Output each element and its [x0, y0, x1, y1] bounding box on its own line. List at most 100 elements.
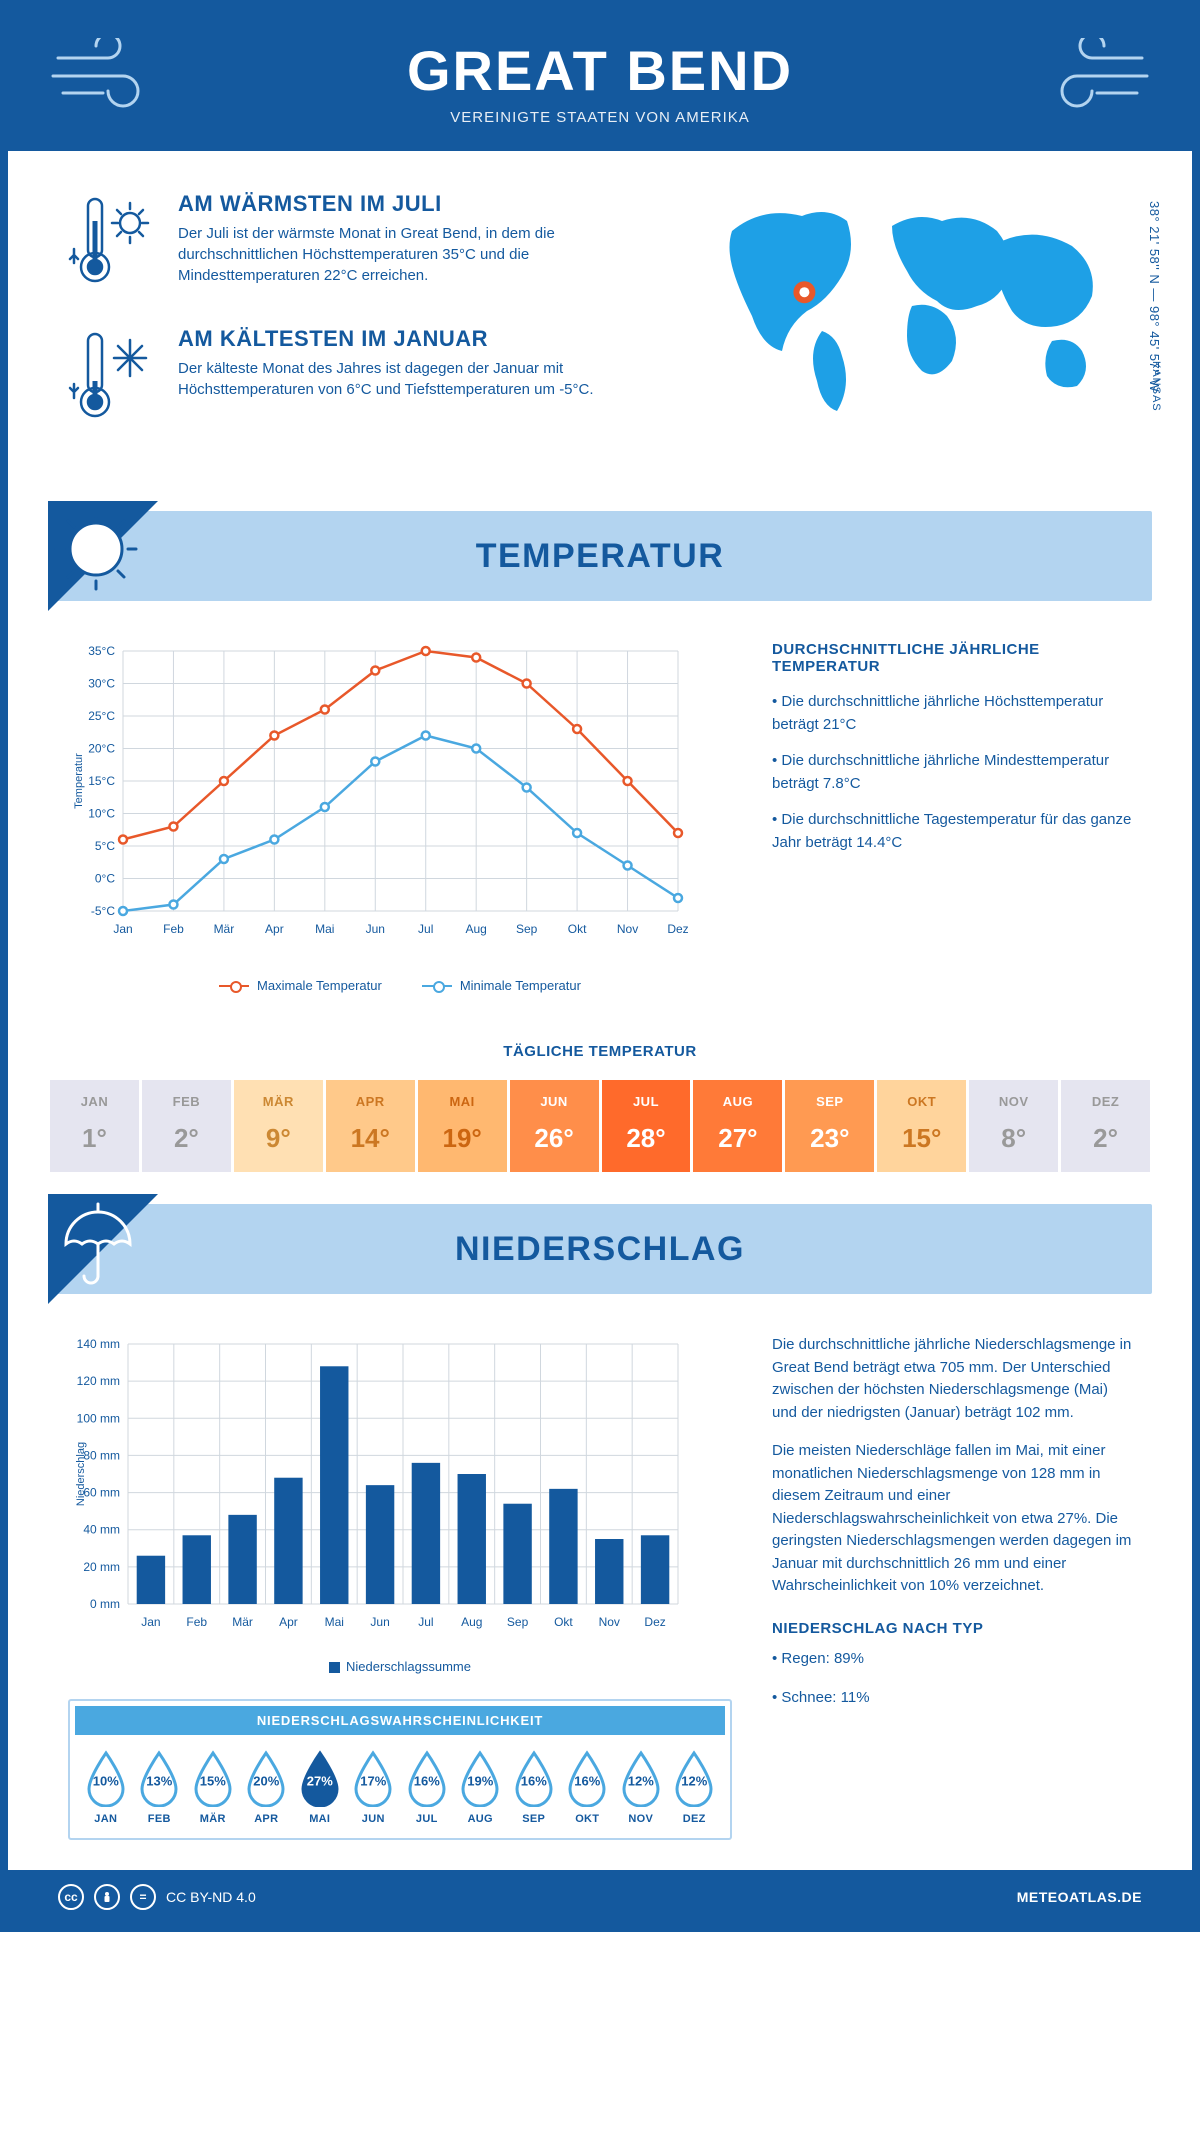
- svg-text:Apr: Apr: [279, 1615, 298, 1629]
- svg-text:Dez: Dez: [644, 1615, 665, 1629]
- svg-text:Aug: Aug: [461, 1615, 482, 1629]
- raindrop-icon: 17%: [350, 1749, 396, 1807]
- daily-temp-cell: JUN26°: [510, 1080, 602, 1172]
- cc-icon: cc: [58, 1884, 84, 1910]
- svg-text:Niederschlag: Niederschlag: [75, 1442, 87, 1506]
- svg-text:Okt: Okt: [568, 922, 587, 936]
- precip-type-title: NIEDERSCHLAG NACH TYP: [772, 1618, 1132, 1641]
- license-text: CC BY-ND 4.0: [166, 1889, 256, 1905]
- svg-text:Okt: Okt: [554, 1615, 573, 1629]
- svg-text:30°C: 30°C: [88, 677, 115, 691]
- svg-text:Jun: Jun: [366, 922, 385, 936]
- precip-type-bullet: • Regen: 89%: [772, 1648, 1132, 1671]
- legend-max: Maximale Temperatur: [257, 978, 382, 993]
- probability-cell: 10% JAN: [79, 1749, 133, 1825]
- temperature-legend: Maximale Temperatur Minimale Temperatur: [68, 978, 732, 993]
- svg-text:120 mm: 120 mm: [77, 1374, 120, 1388]
- precip-legend: Niederschlagssumme: [68, 1659, 732, 1674]
- precipitation-row: 0 mm 20 mm 40 mm 60 mm 80 mm 100 mm 120 mm 140 …: [8, 1324, 1192, 1870]
- warmest-fact: AM WÄRMSTEN IM JULI Der Juli ist der wär…: [68, 191, 672, 296]
- probability-cell: 19% AUG: [454, 1749, 508, 1825]
- raindrop-icon: 15%: [190, 1749, 236, 1807]
- sun-icon: [48, 501, 158, 611]
- temperature-summary: DURCHSCHNITTLICHE JÄHRLICHE TEMPERATUR •…: [772, 641, 1132, 993]
- svg-text:Dez: Dez: [667, 922, 688, 936]
- daily-temp-cell: APR14°: [326, 1080, 418, 1172]
- daily-temp-cell: OKT15°: [877, 1080, 969, 1172]
- country-subtitle: VEREINIGTE STAATEN VON AMERIKA: [28, 109, 1172, 126]
- coldest-fact: AM KÄLTESTEN IM JANUAR Der kälteste Mona…: [68, 326, 672, 431]
- svg-text:Nov: Nov: [617, 922, 638, 936]
- warmest-title: AM WÄRMSTEN IM JULI: [178, 191, 672, 217]
- probability-cell: 17% JUN: [347, 1749, 401, 1825]
- precip-p2: Die meisten Niederschläge fallen im Mai,…: [772, 1440, 1132, 1598]
- probability-cell: 16% SEP: [507, 1749, 561, 1825]
- svg-text:0°C: 0°C: [95, 872, 115, 886]
- daily-temp-cell: DEZ2°: [1061, 1080, 1150, 1172]
- daily-temp-cell: MAI19°: [418, 1080, 510, 1172]
- probability-cell: 13% FEB: [133, 1749, 187, 1825]
- svg-text:Apr: Apr: [265, 922, 284, 936]
- precipitation-banner: NIEDERSCHLAG: [48, 1204, 1152, 1294]
- svg-text:20 mm: 20 mm: [83, 1560, 120, 1574]
- daily-temp-grid: JAN1° FEB2° MÄR9° APR14° MAI19° JUN26° J…: [48, 1078, 1152, 1174]
- probability-cell: 12% DEZ: [668, 1749, 722, 1825]
- svg-text:25°C: 25°C: [88, 709, 115, 723]
- precipitation-summary: Die durchschnittliche jährliche Niedersc…: [772, 1334, 1132, 1840]
- svg-text:Mär: Mär: [214, 922, 235, 936]
- umbrella-icon: [48, 1194, 158, 1304]
- svg-text:Mai: Mai: [315, 922, 334, 936]
- daily-temp-cell: FEB2°: [142, 1080, 234, 1172]
- temp-summary-title: DURCHSCHNITTLICHE JÄHRLICHE TEMPERATUR: [772, 641, 1132, 675]
- daily-temp-cell: AUG27°: [693, 1080, 785, 1172]
- svg-text:Jan: Jan: [113, 922, 132, 936]
- infographic-page: GREAT BEND VEREINIGTE STAATEN VON AMERIK…: [0, 0, 1200, 1932]
- svg-text:140 mm: 140 mm: [77, 1337, 120, 1351]
- probability-cell: 12% NOV: [614, 1749, 668, 1825]
- precipitation-left: 0 mm 20 mm 40 mm 60 mm 80 mm 100 mm 120 mm 140 …: [68, 1334, 732, 1840]
- raindrop-icon: 16%: [511, 1749, 557, 1807]
- header: GREAT BEND VEREINIGTE STAATEN VON AMERIK…: [8, 8, 1192, 151]
- temp-bullet: • Die durchschnittliche jährliche Höchst…: [772, 691, 1132, 736]
- daily-temp-cell: MÄR9°: [234, 1080, 326, 1172]
- probability-title: NIEDERSCHLAGSWAHRSCHEINLICHKEIT: [75, 1706, 725, 1735]
- probability-cell: 16% JUL: [400, 1749, 454, 1825]
- daily-temp-cell: SEP23°: [785, 1080, 877, 1172]
- wind-icon: [1042, 38, 1152, 113]
- svg-text:20°C: 20°C: [88, 742, 115, 756]
- svg-text:Feb: Feb: [163, 922, 184, 936]
- svg-text:40 mm: 40 mm: [83, 1523, 120, 1537]
- coldest-text: Der kälteste Monat des Jahres ist dagege…: [178, 358, 672, 400]
- state-label: KANSAS: [1150, 361, 1162, 412]
- precipitation-chart: 0 mm 20 mm 40 mm 60 mm 80 mm 100 mm 120 mm 140 …: [68, 1334, 688, 1644]
- temperature-chart: -5°C0°C5°C10°C15°C20°C25°C30°C35°CJanFeb…: [68, 641, 732, 993]
- raindrop-icon: 10%: [83, 1749, 129, 1807]
- daily-temp-cell: JAN1°: [50, 1080, 142, 1172]
- probability-cell: 16% OKT: [561, 1749, 615, 1825]
- svg-text:100 mm: 100 mm: [77, 1411, 120, 1425]
- thermometer-cold-icon: [68, 326, 158, 431]
- raindrop-icon: 16%: [564, 1749, 610, 1807]
- raindrop-icon: 12%: [618, 1749, 664, 1807]
- svg-text:Jul: Jul: [418, 922, 433, 936]
- probability-cell: 20% APR: [240, 1749, 294, 1825]
- intro-facts: AM WÄRMSTEN IM JULI Der Juli ist der wär…: [68, 191, 672, 461]
- svg-text:60 mm: 60 mm: [83, 1486, 120, 1500]
- svg-text:Mär: Mär: [232, 1615, 253, 1629]
- footer: cc = CC BY-ND 4.0 METEOATLAS.DE: [8, 1870, 1192, 1924]
- svg-text:Jul: Jul: [418, 1615, 433, 1629]
- svg-text:Sep: Sep: [516, 922, 538, 936]
- warmest-text: Der Juli ist der wärmste Monat in Great …: [178, 223, 672, 286]
- svg-text:0 mm: 0 mm: [90, 1597, 120, 1611]
- svg-text:Temperatur: Temperatur: [73, 753, 85, 809]
- svg-text:80 mm: 80 mm: [83, 1448, 120, 1462]
- raindrop-icon: 12%: [671, 1749, 717, 1807]
- svg-text:Nov: Nov: [599, 1615, 620, 1629]
- raindrop-icon: 16%: [404, 1749, 450, 1807]
- precipitation-heading: NIEDERSCHLAG: [455, 1230, 745, 1269]
- intro-section: AM WÄRMSTEN IM JULI Der Juli ist der wär…: [8, 151, 1192, 491]
- coldest-title: AM KÄLTESTEN IM JANUAR: [178, 326, 672, 352]
- svg-text:Mai: Mai: [325, 1615, 344, 1629]
- site-name: METEOATLAS.DE: [1017, 1889, 1142, 1905]
- probability-cell: 15% MÄR: [186, 1749, 240, 1825]
